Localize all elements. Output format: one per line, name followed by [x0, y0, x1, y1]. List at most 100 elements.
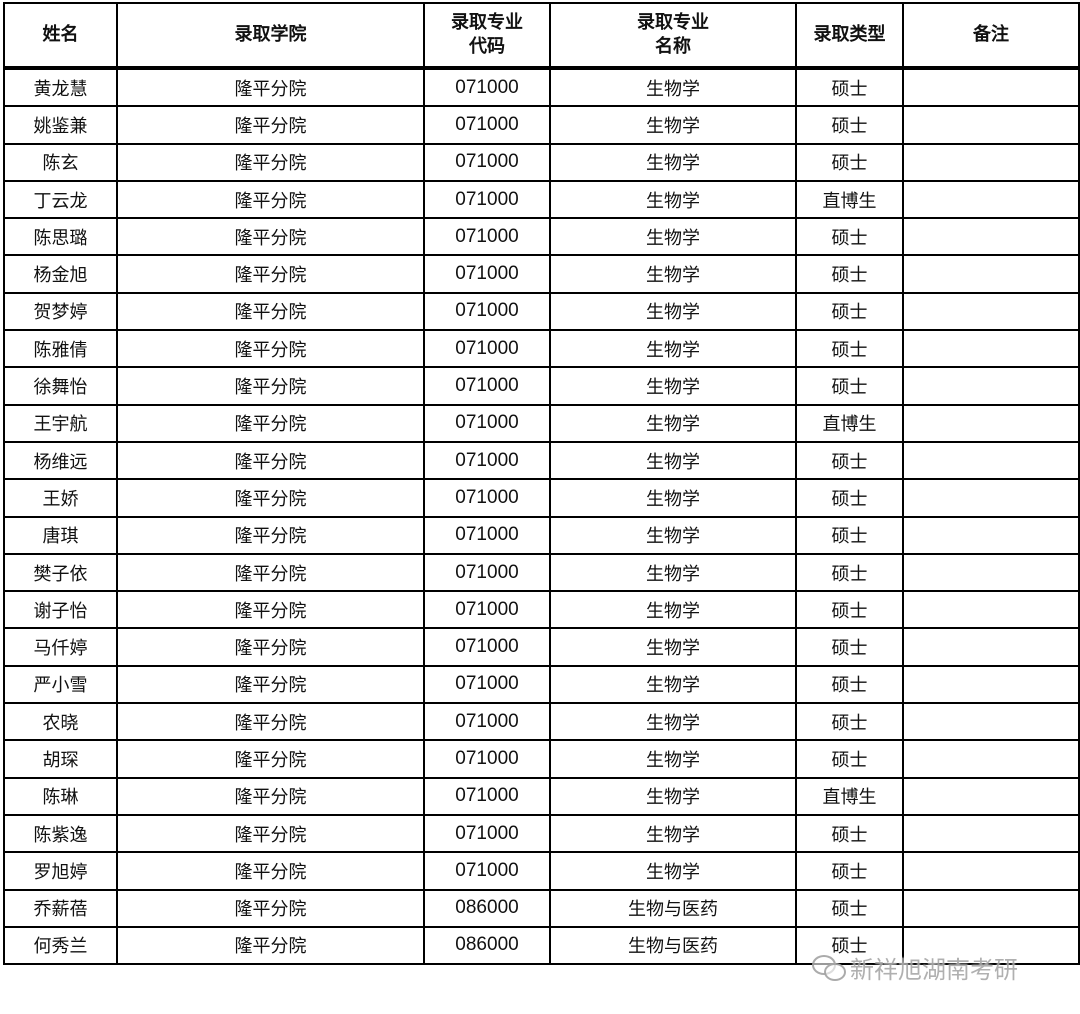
cell-major-name: 生物学 [549, 217, 797, 257]
table-row: 严小雪 隆平分院 071000 生物学 硕士 [3, 664, 1080, 705]
cell-name: 黄龙慧 [3, 66, 118, 108]
cell-major-name: 生物学 [549, 552, 797, 593]
cell-name: 贺梦婷 [3, 291, 118, 332]
cell-notes [902, 440, 1080, 481]
cell-college: 隆平分院 [116, 478, 425, 518]
header-major-code: 录取专业 代码 [423, 2, 551, 70]
table-row: 王宇航 隆平分院 071000 生物学 直博生 [3, 403, 1080, 443]
table-row: 杨金旭 隆平分院 071000 生物学 硕士 [3, 254, 1080, 294]
cell-major-name: 生物学 [549, 627, 797, 667]
cell-major-code: 071000 [423, 664, 551, 705]
cell-notes [902, 739, 1080, 779]
table-row: 何秀兰 隆平分院 086000 生物与医药 硕士 [3, 925, 1080, 966]
table-row: 王娇 隆平分院 071000 生物学 硕士 [3, 478, 1080, 518]
cell-major-code: 071000 [423, 329, 551, 369]
header-type: 录取类型 [795, 2, 904, 70]
cell-college: 隆平分院 [116, 105, 425, 145]
cell-college: 隆平分院 [116, 739, 425, 779]
cell-name: 陈紫逸 [3, 813, 118, 854]
cell-type: 硕士 [795, 366, 904, 406]
cell-name: 马仟婷 [3, 627, 118, 667]
cell-name: 严小雪 [3, 664, 118, 705]
table-row: 谢子怡 隆平分院 071000 生物学 硕士 [3, 590, 1080, 630]
cell-major-code: 071000 [423, 813, 551, 854]
cell-major-name: 生物学 [549, 478, 797, 518]
cell-college: 隆平分院 [116, 66, 425, 108]
cell-notes [902, 478, 1080, 518]
cell-name: 王娇 [3, 478, 118, 518]
table-row: 唐琪 隆平分院 071000 生物学 硕士 [3, 515, 1080, 555]
cell-college: 隆平分院 [116, 254, 425, 294]
cell-name: 丁云龙 [3, 179, 118, 220]
cell-type: 硕士 [795, 664, 904, 705]
cell-name: 农晓 [3, 702, 118, 742]
cell-type: 硕士 [795, 515, 904, 555]
cell-name: 乔薪蓓 [3, 888, 118, 928]
cell-type: 硕士 [795, 254, 904, 294]
cell-notes [902, 329, 1080, 369]
table-row: 黄龙慧 隆平分院 071000 生物学 硕士 [3, 66, 1080, 108]
cell-type: 硕士 [795, 851, 904, 891]
table-row: 陈琳 隆平分院 071000 生物学 直博生 [3, 776, 1080, 816]
cell-college: 隆平分院 [116, 329, 425, 369]
cell-notes [902, 366, 1080, 406]
cell-notes [902, 888, 1080, 928]
cell-name: 何秀兰 [3, 925, 118, 966]
cell-major-code: 071000 [423, 702, 551, 742]
table-row: 陈思璐 隆平分院 071000 生物学 硕士 [3, 217, 1080, 257]
cell-type: 硕士 [795, 888, 904, 928]
cell-type: 直博生 [795, 179, 904, 220]
cell-major-name: 生物学 [549, 105, 797, 145]
cell-type: 硕士 [795, 291, 904, 332]
cell-major-name: 生物学 [549, 66, 797, 108]
cell-type: 硕士 [795, 702, 904, 742]
cell-college: 隆平分院 [116, 552, 425, 593]
table-row: 胡琛 隆平分院 071000 生物学 硕士 [3, 739, 1080, 779]
table-row: 陈雅倩 隆平分院 071000 生物学 硕士 [3, 329, 1080, 369]
cell-college: 隆平分院 [116, 851, 425, 891]
cell-major-name: 生物与医药 [549, 888, 797, 928]
table-row: 杨维远 隆平分院 071000 生物学 硕士 [3, 440, 1080, 481]
cell-notes [902, 702, 1080, 742]
cell-major-name: 生物学 [549, 664, 797, 705]
cell-notes [902, 664, 1080, 705]
cell-type: 直博生 [795, 403, 904, 443]
cell-college: 隆平分院 [116, 515, 425, 555]
cell-major-name: 生物学 [549, 179, 797, 220]
cell-major-code: 071000 [423, 627, 551, 667]
cell-type: 硕士 [795, 552, 904, 593]
cell-type: 硕士 [795, 329, 904, 369]
wechat-icon [812, 954, 846, 981]
cell-notes [902, 776, 1080, 816]
cell-major-code: 071000 [423, 403, 551, 443]
cell-type: 硕士 [795, 739, 904, 779]
table-row: 陈紫逸 隆平分院 071000 生物学 硕士 [3, 813, 1080, 854]
cell-name: 罗旭婷 [3, 851, 118, 891]
cell-notes [902, 254, 1080, 294]
cell-name: 谢子怡 [3, 590, 118, 630]
cell-notes [902, 813, 1080, 854]
cell-major-name: 生物学 [549, 851, 797, 891]
table-row: 徐舞怡 隆平分院 071000 生物学 硕士 [3, 366, 1080, 406]
table-row: 姚鉴兼 隆平分院 071000 生物学 硕士 [3, 105, 1080, 145]
cell-major-code: 071000 [423, 66, 551, 108]
cell-college: 隆平分院 [116, 925, 425, 966]
cell-name: 陈雅倩 [3, 329, 118, 369]
cell-type: 硕士 [795, 66, 904, 108]
cell-major-code: 071000 [423, 254, 551, 294]
cell-major-code: 071000 [423, 179, 551, 220]
cell-college: 隆平分院 [116, 217, 425, 257]
cell-major-code: 071000 [423, 739, 551, 779]
cell-notes [902, 552, 1080, 593]
cell-notes [902, 627, 1080, 667]
cell-major-name: 生物学 [549, 739, 797, 779]
cell-type: 硕士 [795, 627, 904, 667]
table-row: 罗旭婷 隆平分院 071000 生物学 硕士 [3, 851, 1080, 891]
cell-name: 樊子依 [3, 552, 118, 593]
table-row: 贺梦婷 隆平分院 071000 生物学 硕士 [3, 291, 1080, 332]
watermark: 新祥旭湖南考研 [812, 950, 1018, 985]
cell-major-name: 生物学 [549, 254, 797, 294]
cell-major-code: 071000 [423, 851, 551, 891]
table-row: 陈玄 隆平分院 071000 生物学 硕士 [3, 142, 1080, 182]
cell-type: 硕士 [795, 105, 904, 145]
